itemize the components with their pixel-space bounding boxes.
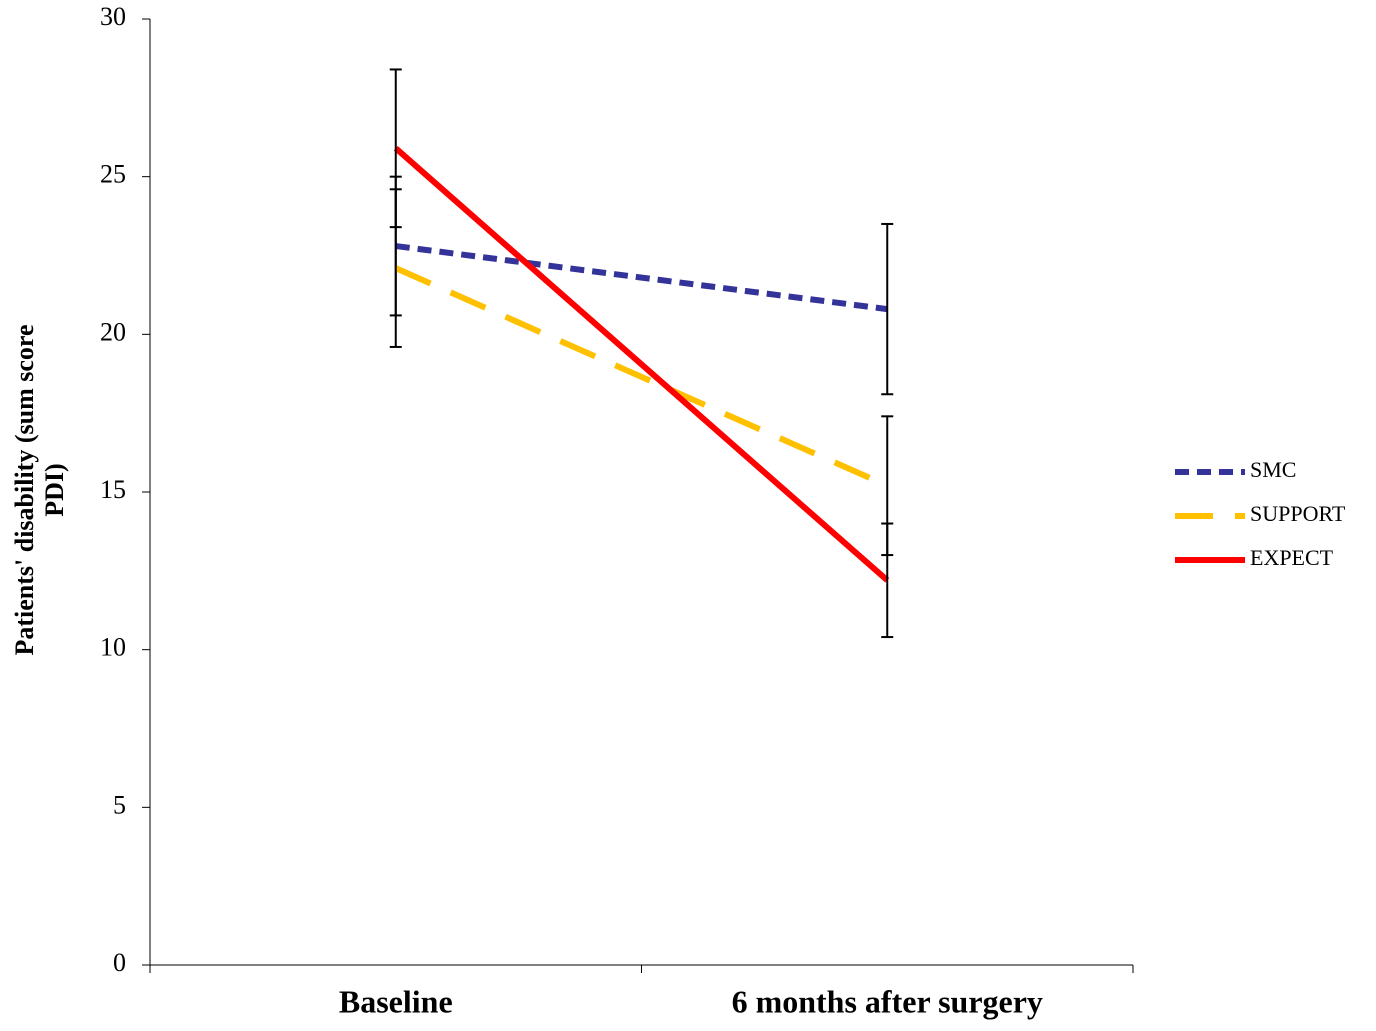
series-line xyxy=(396,148,888,580)
y-tick-label: 10 xyxy=(100,633,126,662)
y-tick-label: 20 xyxy=(100,317,126,346)
y-tick-label: 15 xyxy=(100,475,126,504)
y-axis-label: Patients' disability (sum scorePDI) xyxy=(10,324,69,655)
y-tick-label: 30 xyxy=(100,2,126,31)
legend-label: SMC xyxy=(1250,457,1296,482)
chart: Patients' disability (sum scorePDI) 0 5 10… xyxy=(0,0,1376,1031)
x-tick-label: Baseline xyxy=(339,983,453,1019)
legend-label: SUPPORT xyxy=(1250,501,1346,526)
y-tick-label: 25 xyxy=(100,160,126,189)
x-tick-label: 6 months after surgery xyxy=(732,983,1043,1019)
y-tick-label: 0 xyxy=(113,948,126,977)
y-tick-label: 5 xyxy=(113,790,126,819)
legend-label: EXPECT xyxy=(1250,545,1334,570)
